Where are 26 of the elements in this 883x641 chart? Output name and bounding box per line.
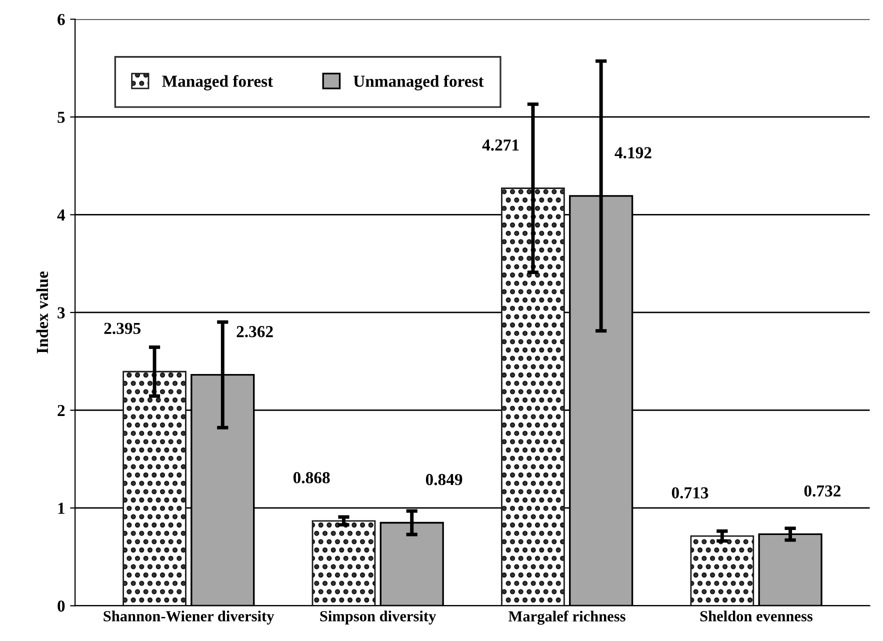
x-tick-label: Simpson diversity	[320, 610, 436, 625]
bar	[122, 370, 186, 606]
bar	[312, 520, 376, 606]
y-tick-label: 6	[58, 14, 65, 26]
y-axis-title: Index value	[36, 271, 48, 354]
y-tick-label: 2	[58, 404, 65, 416]
y-tick-label: 1	[58, 502, 64, 514]
y-tick-label: 4	[57, 210, 66, 221]
data-label: 4.192	[614, 147, 652, 158]
y-tick-label: 3	[58, 307, 65, 318]
bar	[690, 535, 754, 606]
legend-label: Unmanaged forest	[354, 74, 484, 90]
data-label: 2.362	[236, 326, 273, 338]
data-label: 0.713	[672, 487, 708, 499]
y-tick-label: 0	[58, 600, 65, 612]
x-tick-label: Sheldon evenness	[700, 610, 813, 622]
data-label: 0.732	[804, 485, 840, 497]
data-label: 0.849	[426, 474, 462, 486]
y-tick-label: 5	[58, 112, 65, 123]
data-label: 4.271	[482, 139, 519, 151]
x-tick-label: Margalef richness	[508, 610, 626, 625]
x-tick-label: Shannon-Wiener diversity	[104, 610, 274, 625]
bar	[501, 188, 565, 606]
data-label: 2.395	[104, 322, 140, 334]
data-label: 0.868	[293, 472, 330, 484]
legend-label: Managed forest	[162, 74, 274, 90]
